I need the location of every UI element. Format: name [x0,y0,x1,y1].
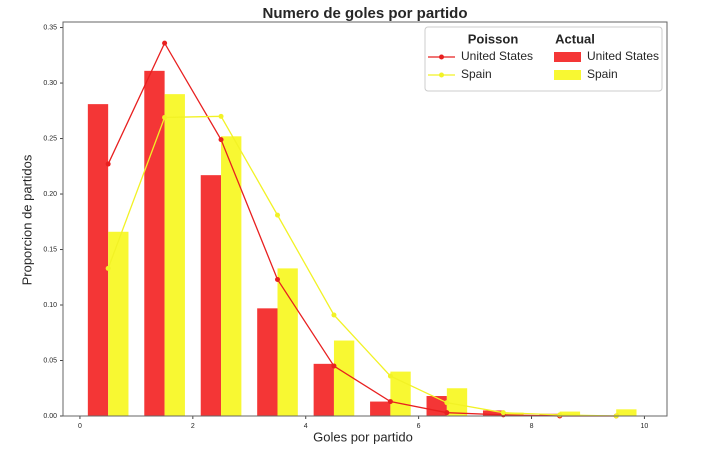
legend-marker [439,54,444,60]
poisson-marker [162,40,168,46]
legend-title: Actual [555,31,595,46]
bar [164,94,185,417]
poisson-marker [387,399,393,405]
y-tick-label: 0.10 [43,302,57,309]
poisson-marker [218,113,224,119]
y-tick-label: 0.05 [43,357,57,364]
bar [200,175,222,416]
bar [144,70,165,416]
legend-marker [439,72,444,78]
legend-box [424,26,663,92]
bar [616,409,637,416]
bar [559,411,581,416]
legend-patch [554,52,581,62]
y-axis-label: Proporcion de partidos [19,154,34,285]
poisson-marker [105,265,111,271]
poisson-marker [500,410,506,416]
bar [221,136,242,416]
legend-label: Spain [461,67,492,81]
poisson-marker [444,400,450,406]
poisson-marker [387,373,393,379]
y-tick-label: 0.15 [43,246,57,253]
poisson-marker [557,412,563,418]
bar [370,401,391,416]
legend-patch [554,70,581,80]
poisson-marker [275,212,281,218]
bar [87,104,109,416]
bar [277,268,298,416]
chart-title: Numero de goles por partido [262,5,467,22]
plot-frame [62,21,668,417]
y-tick-label: 0.20 [43,191,57,198]
poisson-marker [331,312,337,318]
poisson-marker [105,161,111,167]
x-axis-label: Goles por partido [313,429,413,444]
bar [503,412,524,416]
y-tick-label: 0.00 [43,413,57,420]
bar [108,231,129,416]
y-tick-label: 0.25 [43,135,57,142]
poisson-marker [218,137,224,143]
bar [426,396,447,416]
bar [446,388,468,416]
bar [313,363,334,416]
poisson-marker [162,114,168,120]
x-tick-label: 8 [530,423,534,430]
poisson-marker [444,410,450,416]
legend-label: Spain [587,67,618,81]
y-tick-label: 0.35 [43,24,57,31]
poisson-line [107,115,617,417]
x-tick-label: 2 [191,423,195,430]
poisson-line [107,41,617,417]
x-tick-label: 6 [417,423,421,430]
bar [333,340,355,416]
legend-label: United States [587,49,659,63]
y-tick-label: 0.30 [43,80,57,87]
x-tick-label: 10 [641,423,649,430]
poisson-marker [331,363,337,369]
x-tick-label: 0 [78,423,82,430]
legend-label: United States [461,49,533,63]
bar [257,308,278,416]
bar [390,371,411,416]
bar [482,410,504,416]
poisson-marker [275,276,281,282]
x-tick-label: 4 [304,423,308,430]
legend-title: Poisson [468,31,519,46]
